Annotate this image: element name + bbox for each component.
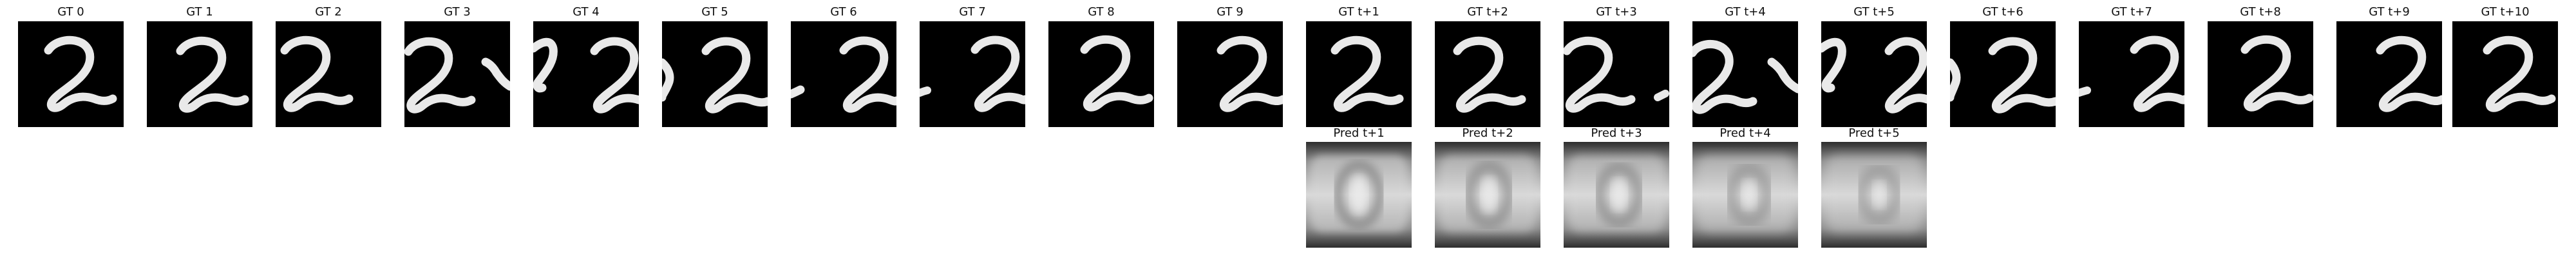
gt-frame-title: GT t+7 bbox=[2111, 5, 2152, 19]
gt-frame-t-plus-7 bbox=[2079, 21, 2184, 127]
pred-frame-t-plus-5 bbox=[1821, 142, 1927, 248]
gt-frame-title: GT t+3 bbox=[1596, 5, 1637, 19]
gt-frame-3 bbox=[404, 21, 510, 127]
digit-two-frame-icon bbox=[2208, 21, 2313, 127]
gt-frame-4 bbox=[533, 21, 639, 127]
digit-two-frame-icon bbox=[1950, 21, 2056, 127]
blurry-prediction-frame-icon bbox=[1435, 142, 1540, 248]
pred-frame-t-plus-4 bbox=[1692, 142, 1798, 248]
gt-frame-0 bbox=[18, 21, 124, 127]
gt-frame-t-plus-6 bbox=[1950, 21, 2056, 127]
gt-frame-2 bbox=[276, 21, 381, 127]
pred-frame-title: Pred t+2 bbox=[1462, 126, 1513, 140]
digit-two-frame-icon bbox=[1564, 21, 1669, 127]
gt-frame-t-plus-10 bbox=[2452, 21, 2558, 127]
gt-frame-9 bbox=[1177, 21, 1283, 127]
gt-frame-title: GT 9 bbox=[1217, 5, 1244, 19]
gt-frame-t-plus-1 bbox=[1306, 21, 1412, 127]
gt-frame-title: GT 6 bbox=[830, 5, 857, 19]
gt-frame-8 bbox=[1048, 21, 1154, 127]
gt-frame-t-plus-8 bbox=[2208, 21, 2313, 127]
pred-frame-title: Pred t+1 bbox=[1333, 126, 1385, 140]
gt-frame-title: GT 2 bbox=[315, 5, 342, 19]
gt-frame-t-plus-4 bbox=[1692, 21, 1798, 127]
pred-frame-t-plus-3 bbox=[1564, 142, 1669, 248]
gt-frame-title: GT 3 bbox=[444, 5, 471, 19]
pred-frame-title: Pred t+3 bbox=[1591, 126, 1642, 140]
gt-frame-title: GT t+9 bbox=[2369, 5, 2410, 19]
digit-two-frame-icon bbox=[1692, 21, 1798, 127]
digit-two-frame-icon bbox=[18, 21, 124, 127]
digit-two-frame-icon bbox=[920, 21, 1025, 127]
gt-frame-title: GT 4 bbox=[573, 5, 600, 19]
gt-frame-title: GT t+2 bbox=[1467, 5, 1508, 19]
blurry-prediction-frame-icon bbox=[1564, 142, 1669, 248]
gt-frame-title: GT 0 bbox=[57, 5, 84, 19]
digit-two-frame-icon bbox=[2079, 21, 2184, 127]
gt-frame-5 bbox=[662, 21, 768, 127]
digit-two-frame-icon bbox=[1306, 21, 1412, 127]
gt-frame-t-plus-5 bbox=[1821, 21, 1927, 127]
pred-frame-t-plus-1 bbox=[1306, 142, 1412, 248]
digit-two-frame-icon bbox=[2452, 21, 2558, 127]
pred-frame-title: Pred t+5 bbox=[1848, 126, 1900, 140]
digit-two-frame-icon bbox=[1177, 21, 1283, 127]
pred-frame-title: Pred t+4 bbox=[1719, 126, 1771, 140]
gt-frame-title: GT t+4 bbox=[1725, 5, 1766, 19]
gt-frame-title: GT 8 bbox=[1088, 5, 1115, 19]
gt-frame-6 bbox=[791, 21, 896, 127]
gt-frame-title: GT t+6 bbox=[1982, 5, 2023, 19]
digit-two-frame-icon bbox=[2336, 21, 2442, 127]
blurry-prediction-frame-icon bbox=[1821, 142, 1927, 248]
gt-frame-title: GT t+8 bbox=[2240, 5, 2281, 19]
blurry-prediction-frame-icon bbox=[1692, 142, 1798, 248]
gt-frame-7 bbox=[920, 21, 1025, 127]
digit-two-frame-icon bbox=[533, 21, 639, 127]
pred-frame-t-plus-2 bbox=[1435, 142, 1540, 248]
gt-frame-title: GT t+1 bbox=[1338, 5, 1379, 19]
gt-frame-title: GT t+10 bbox=[2481, 5, 2530, 19]
gt-frame-title: GT 1 bbox=[186, 5, 213, 19]
digit-two-frame-icon bbox=[276, 21, 381, 127]
digit-two-frame-icon bbox=[1821, 21, 1927, 127]
gt-frame-1 bbox=[147, 21, 252, 127]
gt-frame-title: GT t+5 bbox=[1853, 5, 1895, 19]
gt-frame-title: GT 5 bbox=[701, 5, 728, 19]
gt-frame-t-plus-9 bbox=[2336, 21, 2442, 127]
digit-two-frame-icon bbox=[662, 21, 768, 127]
digit-two-frame-icon bbox=[404, 21, 510, 127]
digit-two-frame-icon bbox=[1435, 21, 1540, 127]
digit-two-frame-icon bbox=[147, 21, 252, 127]
digit-two-frame-icon bbox=[1048, 21, 1154, 127]
gt-frame-title: GT 7 bbox=[959, 5, 986, 19]
blurry-prediction-frame-icon bbox=[1306, 142, 1412, 248]
gt-frame-t-plus-3 bbox=[1564, 21, 1669, 127]
gt-frame-t-plus-2 bbox=[1435, 21, 1540, 127]
digit-two-frame-icon bbox=[791, 21, 896, 127]
